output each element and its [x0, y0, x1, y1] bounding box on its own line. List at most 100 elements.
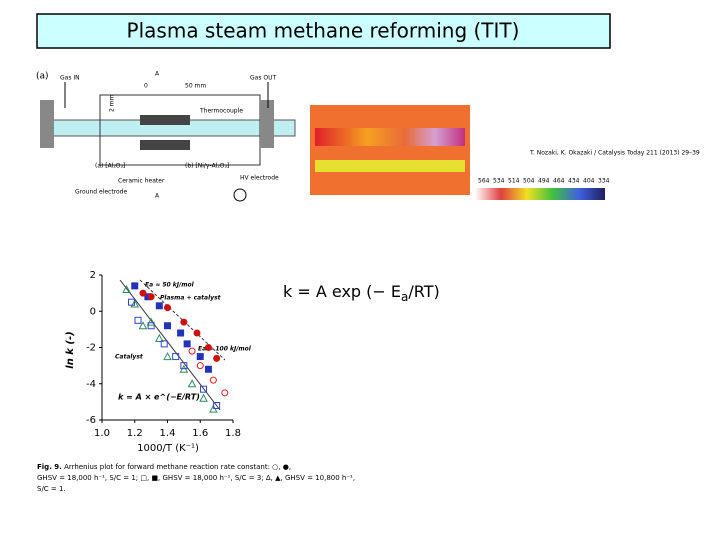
- point: [146, 317, 156, 326]
- point: [187, 379, 197, 388]
- point: [200, 385, 208, 393]
- point: [155, 302, 163, 310]
- point: [154, 333, 164, 342]
- point: [122, 284, 131, 293]
- thermal-image: T. Nozaki, K. Okazaki / Catalysis Today …: [310, 105, 700, 200]
- point: [134, 316, 142, 324]
- fit-line: [119, 279, 221, 411]
- x-tick-label: 1.2: [127, 428, 143, 439]
- point: [183, 340, 191, 348]
- point: [180, 362, 188, 370]
- label: 2 mm: [109, 94, 116, 112]
- label: (a) [Al₂O₃]: [95, 163, 125, 170]
- label: A: [155, 71, 160, 78]
- point: [164, 322, 171, 330]
- caption-text: Arrhenius plot for forward methane react…: [64, 463, 291, 471]
- annotation: Ea ≈ 50 kJ/mol: [145, 282, 195, 289]
- point: [139, 289, 147, 297]
- x-tick-label: 1.0: [94, 428, 110, 439]
- point: [188, 347, 196, 355]
- annotation: Ea ≈ 100 kJ/mol: [198, 346, 252, 353]
- label: 50 mm: [185, 83, 206, 90]
- x-axis-label: 1000/T (K⁻¹): [137, 443, 199, 454]
- bed: [140, 140, 190, 150]
- point: [131, 282, 139, 290]
- point: [180, 318, 188, 326]
- arrhenius-plot: ln k (-) 1000/T (K⁻¹) Ea ≈ 50 kJ/mol Pla…: [65, 275, 252, 454]
- scale-label: 334: [598, 178, 610, 185]
- equation: k = A exp (− Ea/RT): [283, 282, 440, 304]
- annotation: Plasma + catalyst: [160, 295, 222, 302]
- flange: [260, 100, 274, 148]
- point: [196, 362, 204, 370]
- ac-source: [233, 188, 247, 202]
- title-box: [36, 13, 611, 49]
- scale-label: 404: [583, 178, 595, 185]
- point: [138, 321, 148, 330]
- point: [221, 389, 229, 397]
- point: [177, 329, 185, 337]
- scale-label: 464: [553, 178, 565, 185]
- caption-line: GHSV = 18,000 h⁻¹, S/C = 1; □, ■, GHSV =…: [37, 474, 355, 482]
- y-tick-label: -4: [86, 379, 96, 390]
- point: [204, 344, 212, 351]
- x-tick-label: 1.4: [160, 428, 176, 439]
- annotation: k = A × e^(−E/RT): [118, 393, 200, 402]
- point: [130, 299, 140, 308]
- label: (a): [36, 72, 49, 82]
- y-tick-label: 0: [90, 306, 96, 317]
- scale-label: 534: [493, 178, 505, 185]
- caption: Fig. 9. Arrhenius plot for forward metha…: [37, 463, 355, 493]
- thermal-band: [315, 160, 465, 172]
- label: A: [155, 193, 160, 200]
- flange: [40, 100, 54, 148]
- point: [127, 298, 135, 306]
- y-axis-label: ln k (-): [65, 331, 76, 368]
- color-scale: [475, 188, 605, 200]
- equation-subscript: a: [401, 290, 408, 304]
- label: Thermocouple: [199, 108, 243, 115]
- label: Gas IN: [60, 75, 80, 82]
- point: [193, 329, 201, 337]
- credit: T. Nozaki, K. Okazaki / Catalysis Today …: [529, 150, 700, 157]
- point: [209, 376, 217, 384]
- y-tick-label: -6: [86, 415, 96, 426]
- label: Gas OUT: [250, 75, 276, 82]
- reactor-diagram: (a) Gas IN Gas OUT A 0 50 mm 2 mm Thermo…: [36, 71, 296, 202]
- label: (b) [Ni/γ-Al₂O₃]: [185, 163, 229, 170]
- scale-label: 494: [538, 178, 550, 185]
- caption-lead: Fig. 9.: [37, 463, 62, 471]
- point: [160, 340, 168, 348]
- thermal-background: [310, 105, 470, 195]
- caption-line: S/C = 1.: [37, 485, 66, 493]
- caption-line: Fig. 9. Arrhenius plot for forward metha…: [37, 463, 291, 471]
- point: [147, 322, 155, 330]
- point: [204, 365, 212, 373]
- point: [199, 393, 208, 402]
- scale-label: 564: [478, 178, 490, 185]
- scale-label: 504: [523, 178, 535, 185]
- point: [213, 402, 221, 409]
- annotation: Catalyst: [115, 354, 144, 361]
- bed: [140, 115, 190, 125]
- point: [213, 354, 221, 362]
- label: 0: [144, 83, 148, 90]
- point: [172, 353, 180, 361]
- scale-label: 434: [568, 178, 580, 185]
- label: HV electrode: [240, 175, 279, 182]
- thermal-band: [315, 128, 465, 146]
- label: Ground electrode: [75, 189, 127, 196]
- equation-part: /RT): [408, 282, 439, 301]
- point: [196, 353, 204, 361]
- y-tick-label: 2: [90, 270, 96, 281]
- label: Ceramic heater: [118, 178, 165, 185]
- y-tick-label: -2: [86, 343, 96, 354]
- x-tick-label: 1.6: [192, 428, 208, 439]
- point: [163, 352, 172, 361]
- point: [147, 293, 155, 301]
- title: Plasma steam methane reforming (TIT): [127, 19, 520, 43]
- scale-label: 514: [508, 178, 520, 185]
- equation-part: k = A exp (− E: [283, 282, 401, 301]
